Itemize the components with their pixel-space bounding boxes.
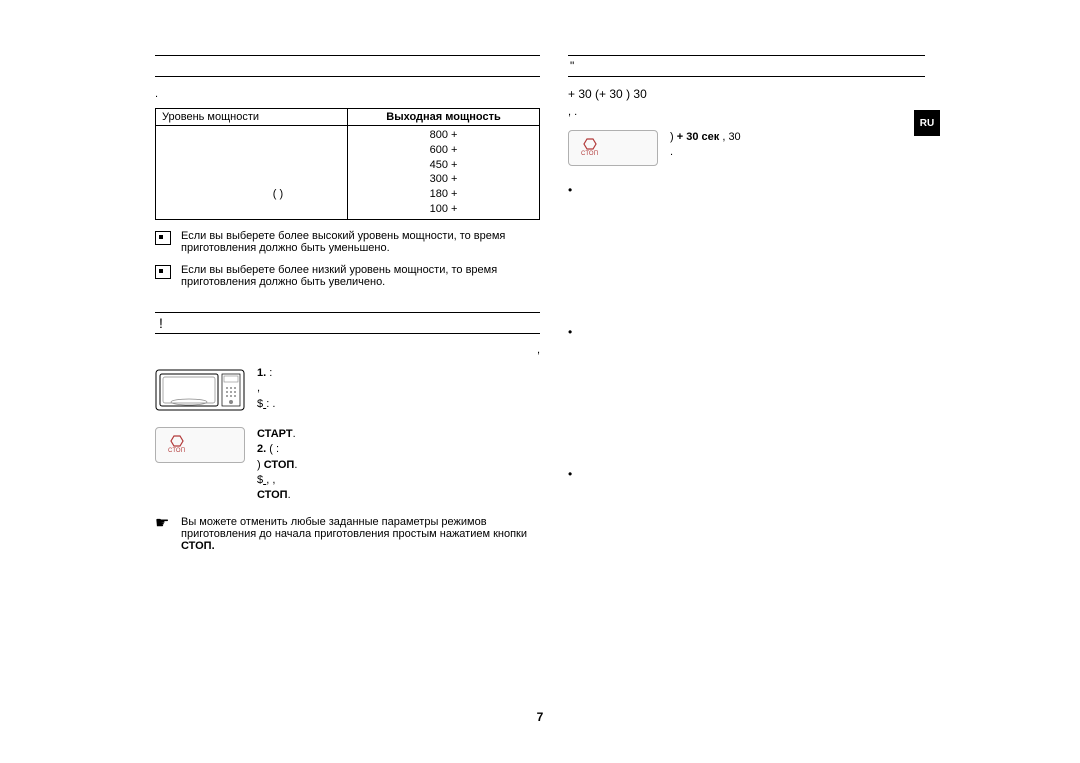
step-2-text: СТАРТ. 2. ( : ) СТОП. $ , , <box>257 427 540 504</box>
outputs-cell: 800 + 600 + 450 + 300 + 180 + 100 + <box>348 125 540 219</box>
stop-button-icon: СТОП <box>168 435 185 454</box>
step-2: СТОП СТАРТ. 2. ( : ) СТОП. <box>155 427 540 504</box>
left-section-header <box>155 55 540 77</box>
bullet-2: • <box>568 326 925 338</box>
trail-comma: , <box>155 344 540 356</box>
pointer-text: Вы можете отменить любые заданные параме… <box>181 516 540 552</box>
info-icon <box>155 265 171 279</box>
pointer-note: ☛ Вы можете отменить любые заданные пара… <box>155 516 540 552</box>
left-subsection-header: ! <box>155 312 540 334</box>
step-1: 1. : , $ : . <box>155 366 540 417</box>
right-step: СТОП ) + 30 сек , 30 <box>568 130 925 166</box>
stop-panel-illustration: СТОП <box>155 427 245 504</box>
right-column: " + 30 (+ 30 ) 30 <box>568 55 925 552</box>
stop-label: СТОП <box>581 151 598 157</box>
intro-dot: . <box>155 88 158 100</box>
col-level-header: Уровень мощности <box>156 108 348 125</box>
microwave-icon <box>155 366 245 414</box>
exclaim-icon: ! <box>159 315 163 331</box>
right-step-text: ) + 30 сек , 30 . <box>670 130 925 166</box>
note-high-text: Если вы выберете более высокий уровень м… <box>181 230 540 254</box>
levels-cell: ВЫСОКИЙ СРЕДНЕВЫСОКИЙ СРЕДНИЙ СРЕДНЕНИЗК… <box>156 125 348 219</box>
note-low: Если вы выберете более низкий уровень мо… <box>155 264 540 288</box>
right-subtitle: , . <box>568 105 925 120</box>
microwave-illustration <box>155 366 245 417</box>
power-table: Уровень мощности Выходная мощность ВЫСОК… <box>155 108 540 220</box>
right-section-header: " <box>568 55 925 77</box>
bullet-list: • • • <box>568 184 925 480</box>
note-low-text: Если вы выберете более низкий уровень мо… <box>181 264 540 288</box>
pointer-icon: ☛ <box>155 516 171 552</box>
quote-mark: " <box>570 59 574 73</box>
info-icon <box>155 231 171 245</box>
stop-button-icon: СТОП <box>581 138 598 157</box>
note-high: Если вы выберете более высокий уровень м… <box>155 230 540 254</box>
page-content: . Уровень мощности Выходная мощность ВЫС… <box>155 55 925 552</box>
left-intro: . <box>155 87 540 102</box>
left-column: . Уровень мощности Выходная мощность ВЫС… <box>155 55 540 552</box>
stop-label: СТОП <box>168 448 185 454</box>
bullet-3: • <box>568 468 925 480</box>
page-number: 7 <box>0 710 1080 724</box>
bullet-1: • <box>568 184 925 196</box>
stop-panel-illustration: СТОП <box>568 130 658 166</box>
right-title-line: + 30 (+ 30 ) 30 <box>568 87 925 101</box>
step-1-text: 1. : , $ : . <box>257 366 540 417</box>
col-output-header: Выходная мощность <box>348 108 540 125</box>
